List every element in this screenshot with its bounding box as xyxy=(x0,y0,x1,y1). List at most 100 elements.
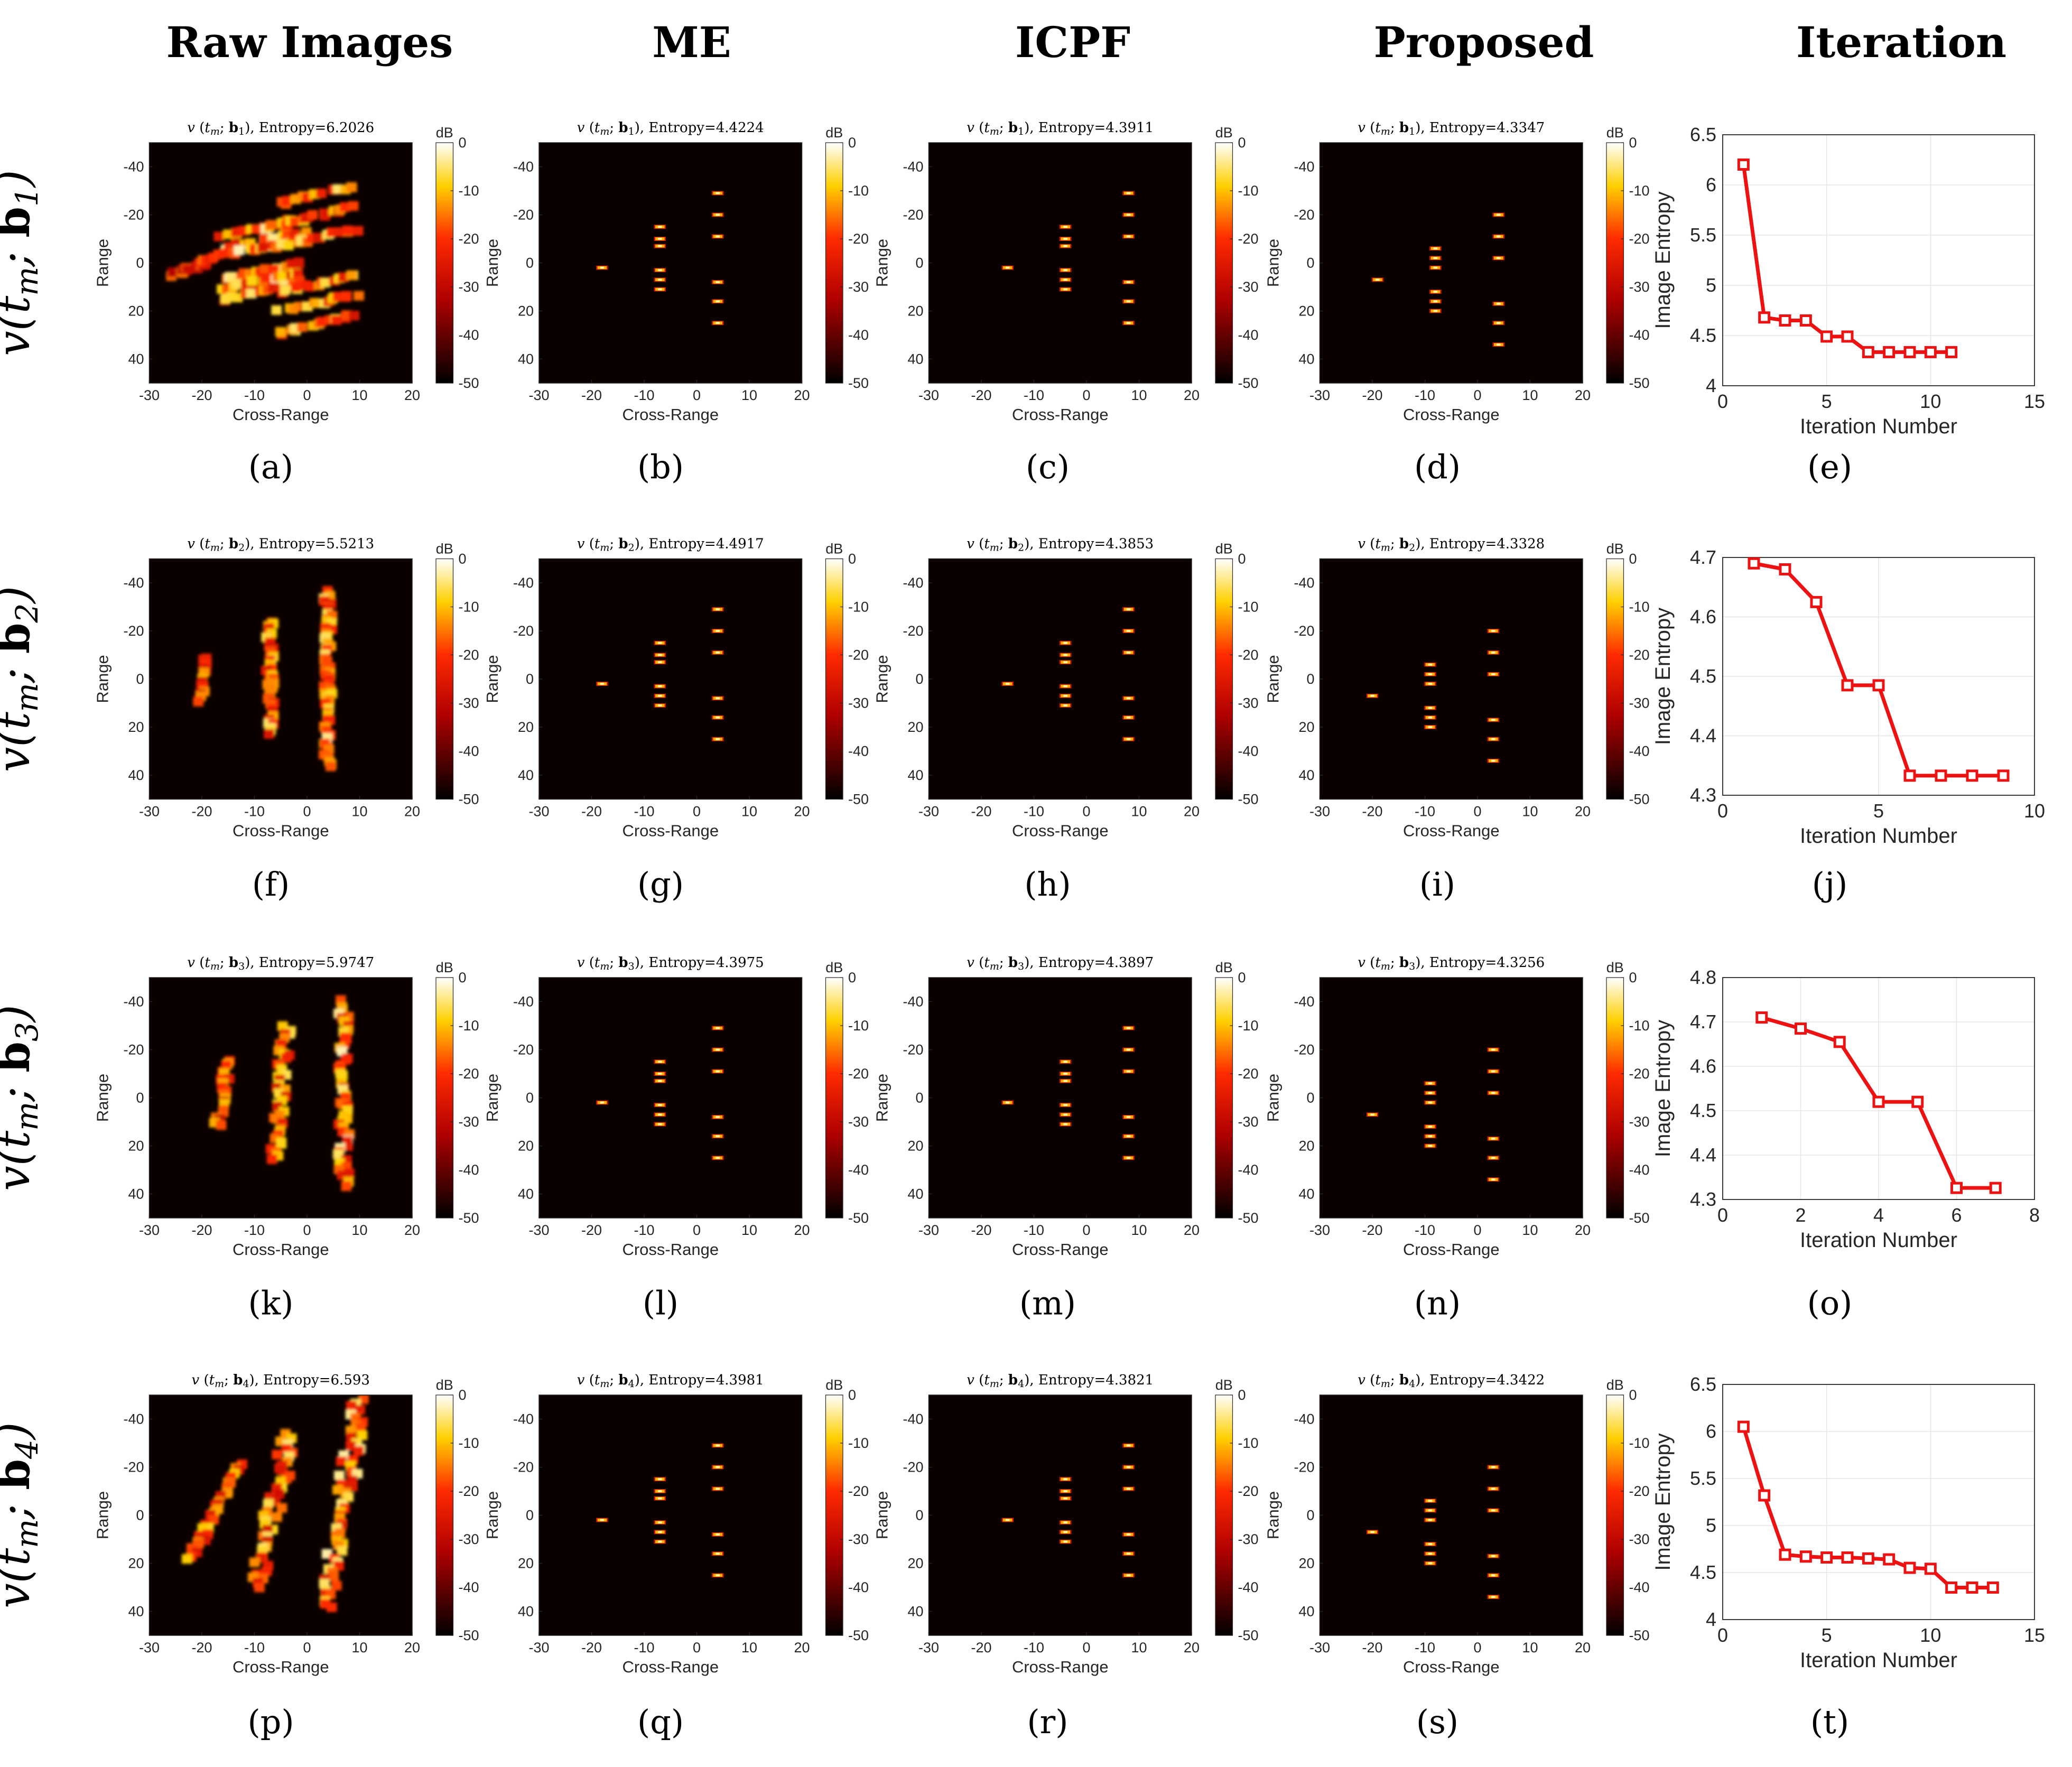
colorbar-tick-label: -10 xyxy=(1629,183,1650,199)
smear-cell xyxy=(250,224,262,234)
entropy-marker xyxy=(1737,159,1750,171)
y-tick-label: -20 xyxy=(903,1042,923,1058)
colorbar-tick-label: -40 xyxy=(1629,1162,1650,1178)
scatterer-core xyxy=(1126,1070,1131,1073)
scatterer-core xyxy=(1428,1082,1433,1085)
colorbar-tick-label: -10 xyxy=(1238,1018,1259,1034)
scatterer-core xyxy=(1491,673,1495,675)
heatmap-content xyxy=(596,1443,724,1578)
y-axis-label: Range xyxy=(873,655,891,703)
x-tick-label: 20 xyxy=(404,1222,420,1238)
heatmap-panel-11: v (tm; b3), Entropy=5.9747 -30 -20 -10 0 10 20… xyxy=(94,955,479,1259)
x-tick-label: -20 xyxy=(971,387,991,403)
colorbar-label: dB xyxy=(825,541,843,557)
scatterer-core xyxy=(1063,1113,1067,1116)
x-tick-label: 10 xyxy=(1920,1624,1941,1646)
subfigure-label: (g) xyxy=(637,865,684,904)
smear-cell xyxy=(181,1554,192,1564)
scatterer-core xyxy=(658,1497,662,1500)
x-tick-label: 2 xyxy=(1795,1204,1806,1226)
y-tick-label: 6.5 xyxy=(1690,124,1716,145)
scatterer-core xyxy=(1428,1500,1433,1502)
y-tick-label: 40 xyxy=(1298,1604,1314,1620)
heatmap-panel-2: v (tm; b1), Entropy=4.4224-30 -20 -10 0 10 20… xyxy=(483,120,869,424)
scatterer-core xyxy=(1126,1027,1131,1029)
x-tick-label: -10 xyxy=(244,804,265,820)
title-b: b xyxy=(1399,1372,1409,1388)
title-sub-m: m xyxy=(990,961,999,972)
scatterer-core xyxy=(658,238,662,240)
row-label-text: v(tm; b3) xyxy=(0,1005,45,1191)
row-label-part: b xyxy=(0,1459,40,1490)
y-axis-label: Range xyxy=(94,239,112,287)
heatmap-background xyxy=(1320,978,1583,1218)
y-tick-label: 0 xyxy=(915,1508,923,1523)
title-sub-idx: 1 xyxy=(238,126,245,137)
smear-cell xyxy=(332,1149,343,1159)
colorbar-tick-label: -50 xyxy=(1238,1628,1259,1643)
colorbar-tick-label: -20 xyxy=(1629,1483,1650,1499)
row-label-part: v(t xyxy=(0,1548,40,1608)
title-b: b xyxy=(229,536,238,552)
title-entropy: ), Entropy=5.5213 xyxy=(245,536,374,552)
entropy-marker xyxy=(1799,1550,1812,1563)
scatterer-core xyxy=(716,716,720,719)
title-v: v xyxy=(1358,120,1365,136)
heatmap-title: v (tm; b1), Entropy=4.4224 xyxy=(577,120,764,137)
scatterer-core xyxy=(1063,269,1067,272)
x-tick-label: -30 xyxy=(918,387,939,403)
title-sub-idx: 1 xyxy=(1409,126,1415,137)
scatterer-core xyxy=(1126,1533,1131,1536)
subfigure-label: (i) xyxy=(1419,865,1455,904)
colorbar-tick-label: 0 xyxy=(459,970,467,985)
row-label-text: v(tm; b1) xyxy=(0,170,45,356)
entropy-marker xyxy=(1755,1011,1768,1024)
y-tick-label: 0 xyxy=(915,1090,923,1106)
scatterer-core xyxy=(658,1104,662,1106)
smear-cell xyxy=(193,696,204,706)
title-sep: ; xyxy=(1390,120,1399,136)
y-axis-label: Range xyxy=(1264,655,1283,703)
y-tick-label: -20 xyxy=(1294,207,1314,223)
colorbar-tick-label: -30 xyxy=(848,1531,869,1547)
scatterer-core xyxy=(658,685,662,687)
x-axis-label: Cross-Range xyxy=(1403,1658,1500,1676)
row-label-4: v(tm; b4) xyxy=(0,1422,45,1608)
x-axis-label: Iteration Number xyxy=(1800,1649,1957,1672)
plot-frame xyxy=(1722,977,2035,1200)
title-entropy: ), Entropy=4.3981 xyxy=(635,1372,764,1388)
title-entropy: ), Entropy=5.9747 xyxy=(245,955,374,971)
title-entropy: ), Entropy=4.3853 xyxy=(1024,536,1154,552)
smear-cell xyxy=(168,267,179,277)
x-tick-label: -10 xyxy=(1415,1640,1435,1656)
title-b: b xyxy=(1008,1372,1018,1388)
smear-cell xyxy=(283,240,294,250)
title-entropy: ), Entropy=6.2026 xyxy=(245,120,374,136)
smear-cell xyxy=(336,1456,347,1466)
x-tick-label: 10 xyxy=(1131,1640,1147,1656)
smear-cell xyxy=(355,1422,366,1433)
colorbar-label: dB xyxy=(436,541,453,557)
title-v: v xyxy=(1358,955,1365,971)
x-tick-label: -20 xyxy=(1362,1640,1382,1656)
scatterer-core xyxy=(1428,1509,1433,1512)
title-sub-idx: 3 xyxy=(1018,961,1024,972)
smear-cell xyxy=(266,1154,277,1164)
smear-cell xyxy=(232,293,243,303)
scatterer-core xyxy=(1126,322,1131,324)
x-axis-label: Cross-Range xyxy=(1012,822,1109,840)
y-tick-label: 4.6 xyxy=(1690,1055,1716,1077)
subfigure-label: (a) xyxy=(248,448,293,486)
entropy-marker xyxy=(1997,769,2010,782)
title-sep: ; xyxy=(609,536,618,552)
x-tick-label: 0 xyxy=(1082,387,1090,403)
colorbar-tick-label: -20 xyxy=(1238,1483,1259,1499)
colorbar-tick-label: -50 xyxy=(1629,1210,1650,1226)
y-tick-label: 4.7 xyxy=(1690,546,1716,568)
heatmap-panel-12: v (tm; b3), Entropy=4.3975 -30 -20 -10 0 10 20… xyxy=(483,955,869,1259)
row-label-part: v(t xyxy=(0,1130,40,1191)
y-tick-label: -20 xyxy=(513,1042,534,1058)
x-tick-label: 10 xyxy=(1131,804,1147,820)
y-tick-label: 4.5 xyxy=(1690,665,1716,687)
heatmap-title: v (tm; b3), Entropy=4.3975 xyxy=(577,955,764,972)
